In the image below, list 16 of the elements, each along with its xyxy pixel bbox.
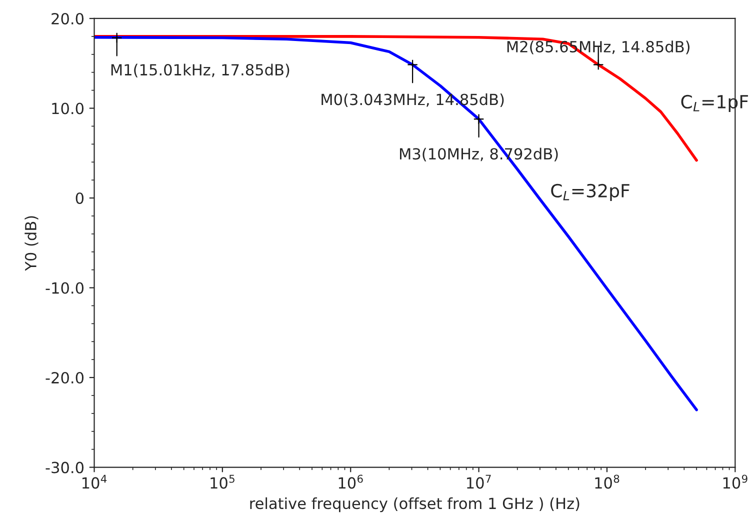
x-tick-label: 10$^{5}$	[210, 474, 234, 489]
y-tick-label: -10.0	[46, 282, 84, 294]
x-tick-label: 10$^{4}$	[82, 474, 107, 489]
y-tick-label: 10.0	[52, 102, 84, 114]
y-tick-label: -30.0	[46, 462, 84, 474]
x-axis-title: relative frequency (offset from 1 GHz ) (Hz)	[250, 497, 580, 512]
y-tick-label: 20.0	[52, 12, 84, 24]
x-tick-label: 10$^{7}$	[467, 474, 491, 489]
y-axis-title: Y0 (dB)	[24, 216, 38, 271]
x-tick-label: 10$^{6}$	[338, 474, 363, 489]
y-tick-label: 0	[76, 192, 84, 204]
x-tick-label: 10$^{8}$	[595, 474, 620, 489]
annotation: C$_{L}$=32pF	[551, 184, 630, 202]
x-tick-label: 10$^{9}$	[723, 474, 748, 489]
annotation: M1(15.01kHz, 17.85dB)	[111, 64, 290, 78]
y-tick-label: -20.0	[46, 372, 84, 384]
